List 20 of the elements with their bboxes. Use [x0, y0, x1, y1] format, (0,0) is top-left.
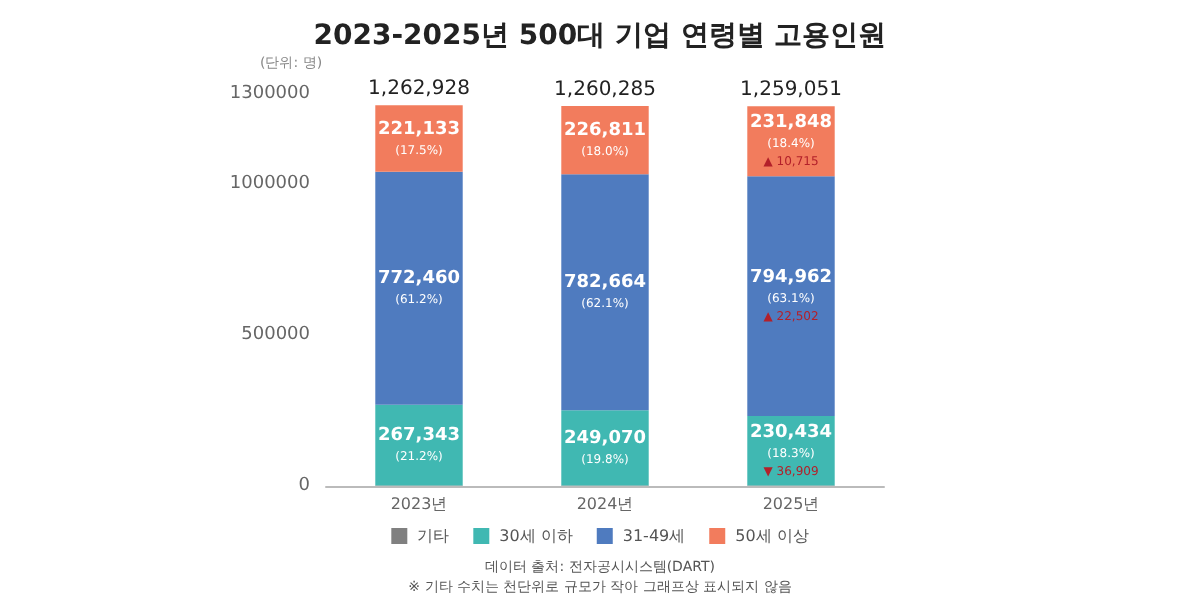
legend-label: 31-49세 — [622, 527, 686, 545]
chart-title: 2023-2025년 500대 기업 연령별 고용인원 — [313, 20, 887, 52]
x-tick-label: 2023년 — [390, 495, 448, 513]
bar — [375, 404, 463, 486]
legend-label: 기타 — [417, 527, 450, 545]
total-label: 1,260,285 — [554, 78, 656, 101]
y-tick-label: 1300000 — [229, 84, 311, 104]
bar — [561, 174, 649, 411]
y-tick-label: 0 — [298, 476, 311, 496]
total-label: 1,259,051 — [740, 79, 842, 102]
legend-label: 50세 이상 — [735, 527, 809, 545]
bar — [747, 176, 835, 416]
x-tick-label: 2025년 — [762, 495, 820, 513]
y-tick-label: 1000000 — [229, 174, 311, 195]
y-tick-label: 500000 — [241, 325, 311, 346]
total-label: 1,262,928 — [368, 78, 470, 101]
legend-label: 30세 이하 — [499, 527, 573, 545]
x-tick-label: 2024년 — [576, 495, 634, 513]
bar — [561, 410, 649, 486]
bar — [375, 171, 463, 405]
